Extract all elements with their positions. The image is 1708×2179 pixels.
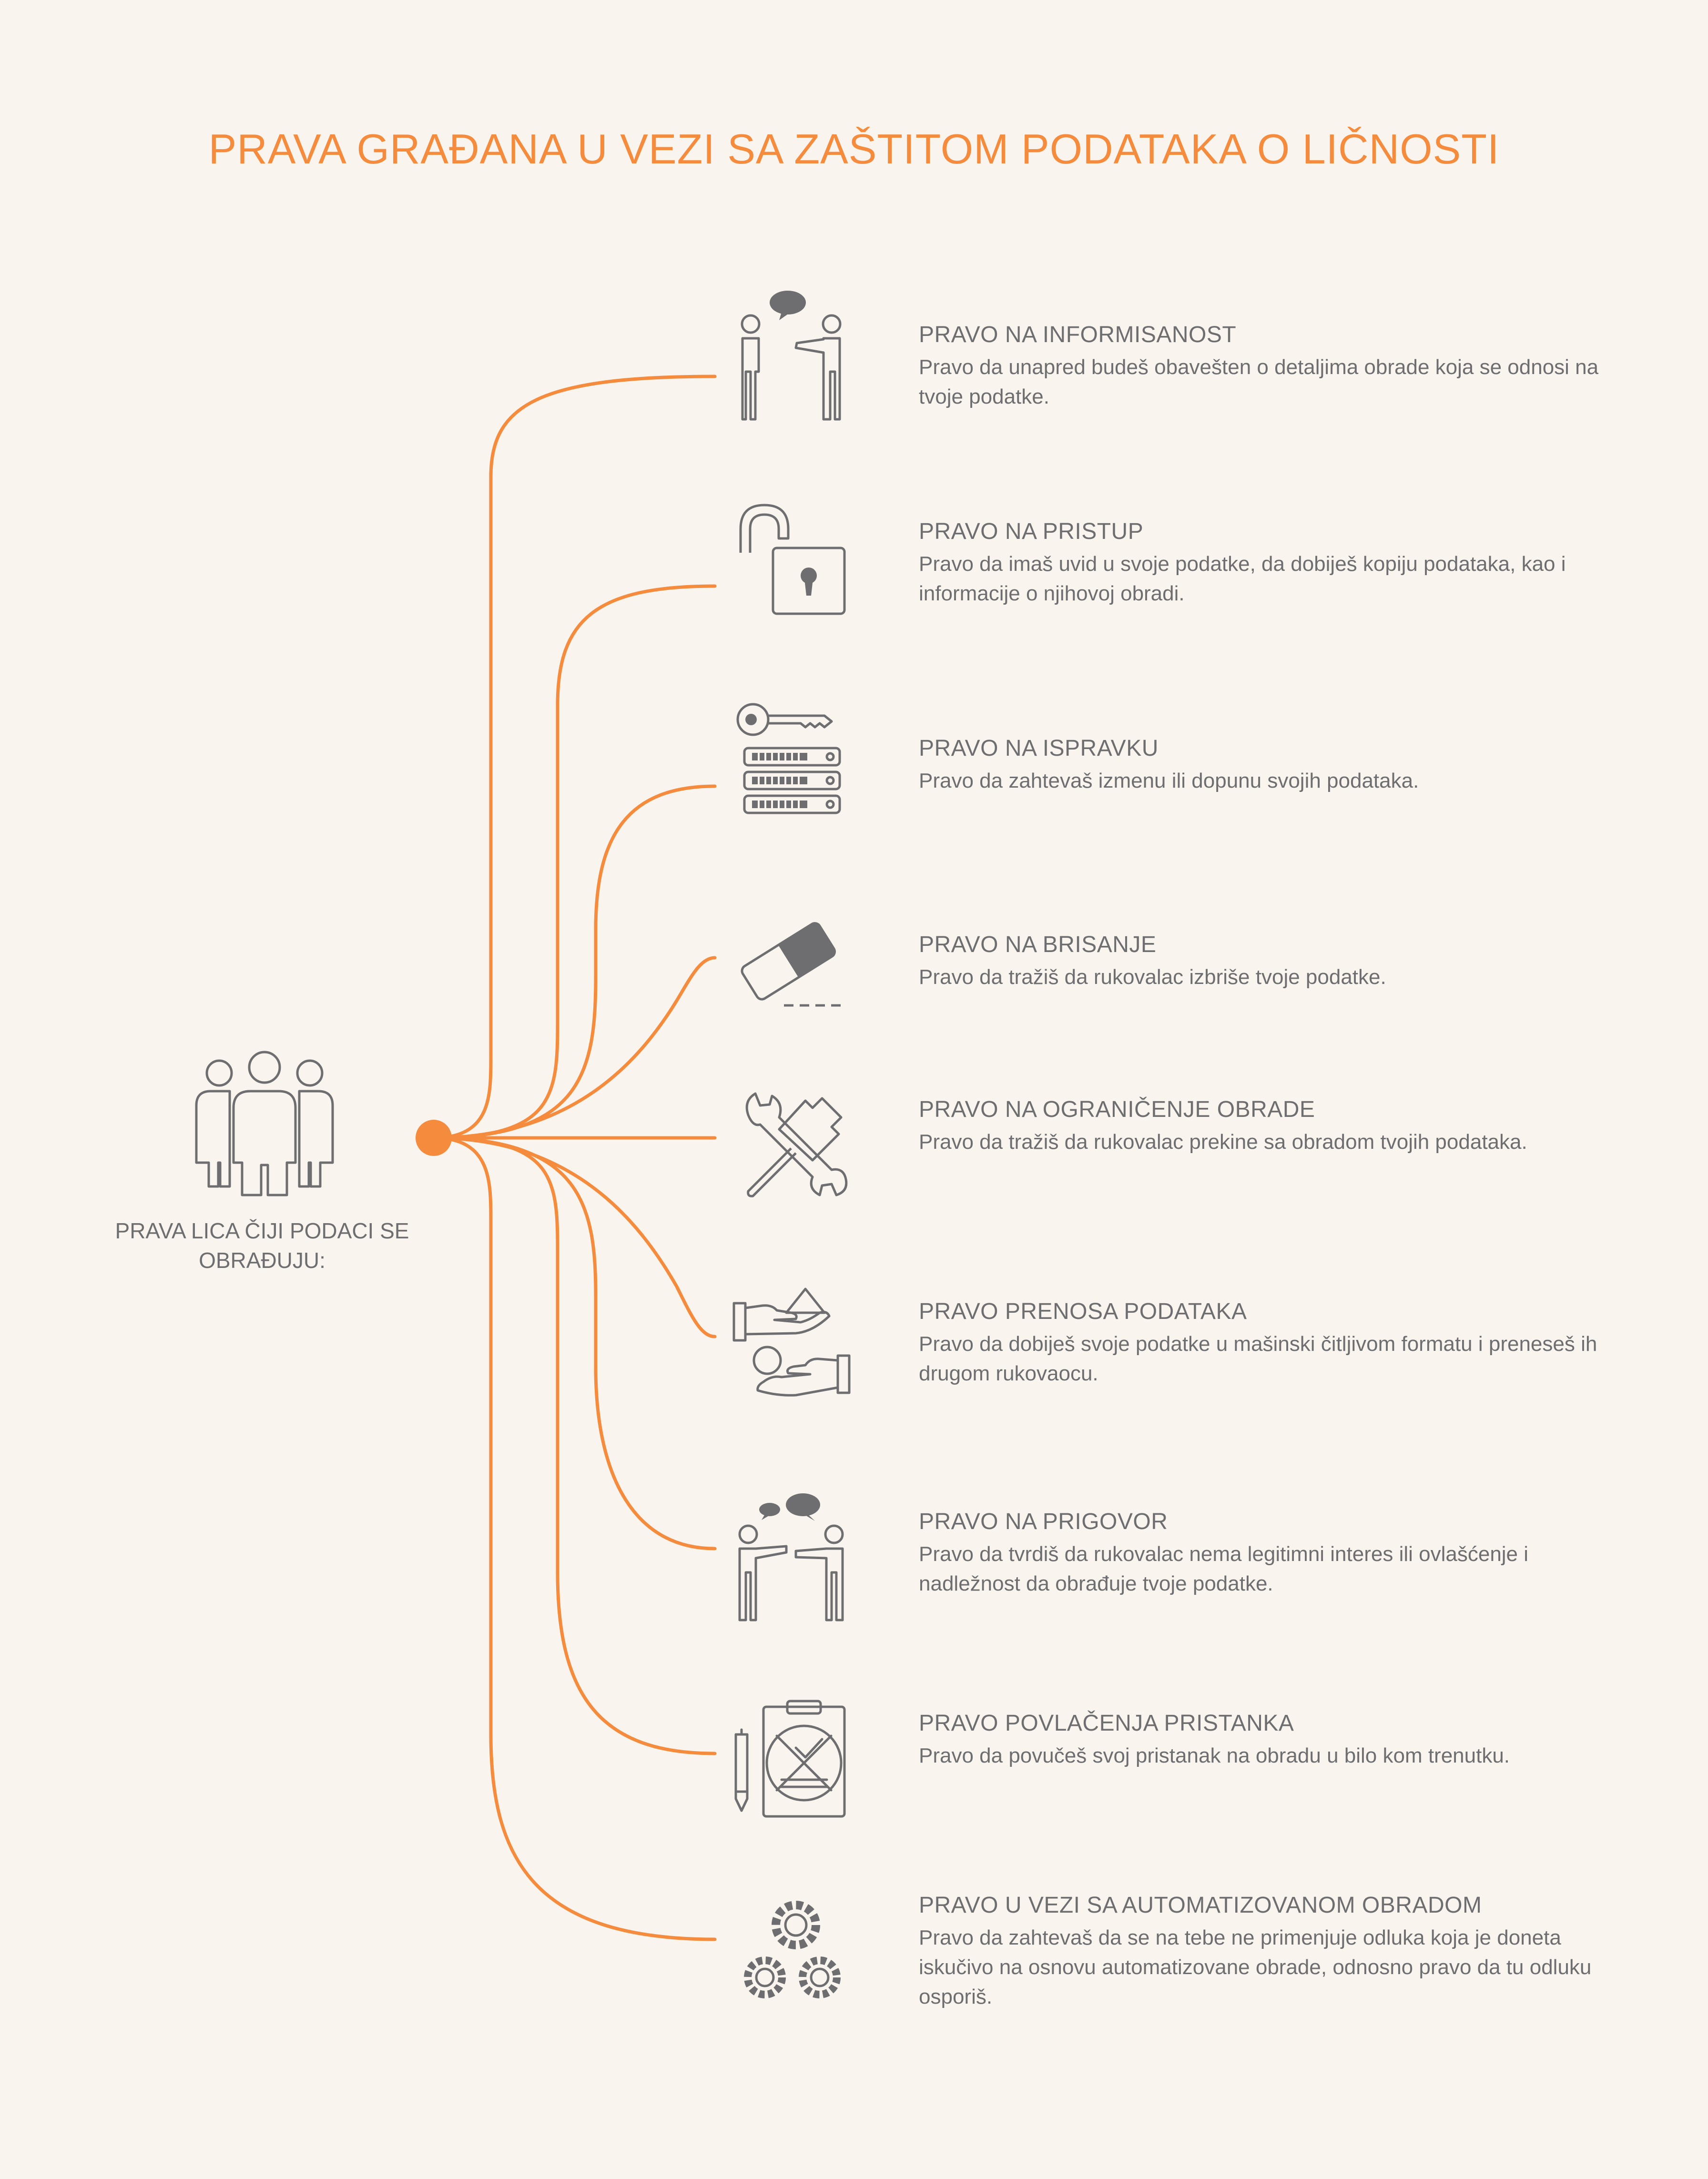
right-item-3: PRAVO NA ISPRAVKU Pravo da zahtevaš izme… [919,734,1605,796]
right-title: PRAVO NA PRIGOVOR [919,1509,1168,1534]
right-description: Pravo da unapred budeš obavešten o detal… [919,355,1599,408]
connector-line-7 [432,1136,717,1551]
right-title: PRAVO NA OGRANIČENJE OBRADE [919,1097,1315,1122]
right-item-6: PRAVO PRENOSA PODATAKA Pravo da dobiješ … [919,1297,1605,1388]
right-description: Pravo da tvrdiš da rukovalac nema legiti… [919,1542,1529,1595]
right-title: PRAVO NA INFORMISANOST [919,322,1237,347]
right-description: Pravo da dobiješ svoje podatke u mašinsk… [919,1332,1597,1385]
right-title: PRAVO NA PRISTUP [919,519,1144,544]
connector-line-4 [432,956,717,1140]
hub-node [416,1120,452,1156]
right-title: PRAVO POVLAČENJA PRISTANKA [919,1711,1294,1736]
right-title: PRAVO U VEZI SA AUTOMATIZOVANOM OBRADOM [919,1893,1482,1918]
right-title: PRAVO NA ISPRAVKU [919,736,1159,761]
connector-line-1 [432,375,717,1140]
connector-line-2 [432,584,717,1140]
right-description: Pravo da zahtevaš da se na tebe ne prime… [919,1926,1592,2008]
right-title: PRAVO NA BRISANJE [919,932,1157,957]
page-title: PRAVA GRAĐANA U VEZI SA ZAŠTITOM PODATAK… [208,125,1500,172]
right-description: Pravo da tražiš da rukovalac izbriše tvo… [919,965,1386,989]
gears-icon [729,1892,853,2016]
wrench-hammer-icon [729,1082,853,1206]
clipboard-cancel-icon [729,1696,853,1820]
connector-line-9 [432,1136,717,1941]
connector-line-3 [432,784,717,1140]
right-title: PRAVO PRENOSA PODATAKA [919,1299,1247,1324]
two-people-arguing-icon [729,1487,853,1622]
right-description: Pravo da zahtevaš izmenu ili dopunu svoj… [919,769,1419,792]
right-description: Pravo da tražiš da rukovalac prekine sa … [919,1130,1527,1154]
two-people-talking-icon [729,286,853,421]
right-description: Pravo da povučeš svoj pristanak na obrad… [919,1744,1510,1767]
right-item-9: PRAVO U VEZI SA AUTOMATIZOVANOM OBRADOM … [919,1891,1605,2012]
right-item-7: PRAVO NA PRIGOVOR Pravo da tvrdiš da ruk… [919,1507,1605,1599]
group-of-people-icon [186,1044,343,1201]
right-item-2: PRAVO NA PRISTUP Pravo da imaš uvid u sv… [919,517,1605,608]
eraser-icon [729,910,853,1034]
right-item-4: PRAVO NA BRISANJE Pravo da tražiš da ruk… [919,930,1605,992]
connector-line-8 [432,1136,717,1755]
right-item-8: PRAVO POVLAČENJA PRISTANKA Pravo da povu… [919,1709,1605,1771]
hands-transfer-icon [729,1287,853,1410]
right-item-1: PRAVO NA INFORMISANOST Pravo da unapred … [919,320,1605,412]
subject-label: PRAVA LICA ČIJI PODACI SE OBRAĐUJU: [115,1218,409,1273]
open-padlock-icon [729,500,853,624]
right-item-5: PRAVO NA OGRANIČENJE OBRADE Pravo da tra… [919,1095,1605,1157]
key-server-icon [729,700,853,824]
right-description: Pravo da imaš uvid u svoje podatke, da d… [919,552,1566,605]
connector-line-6 [432,1136,717,1338]
